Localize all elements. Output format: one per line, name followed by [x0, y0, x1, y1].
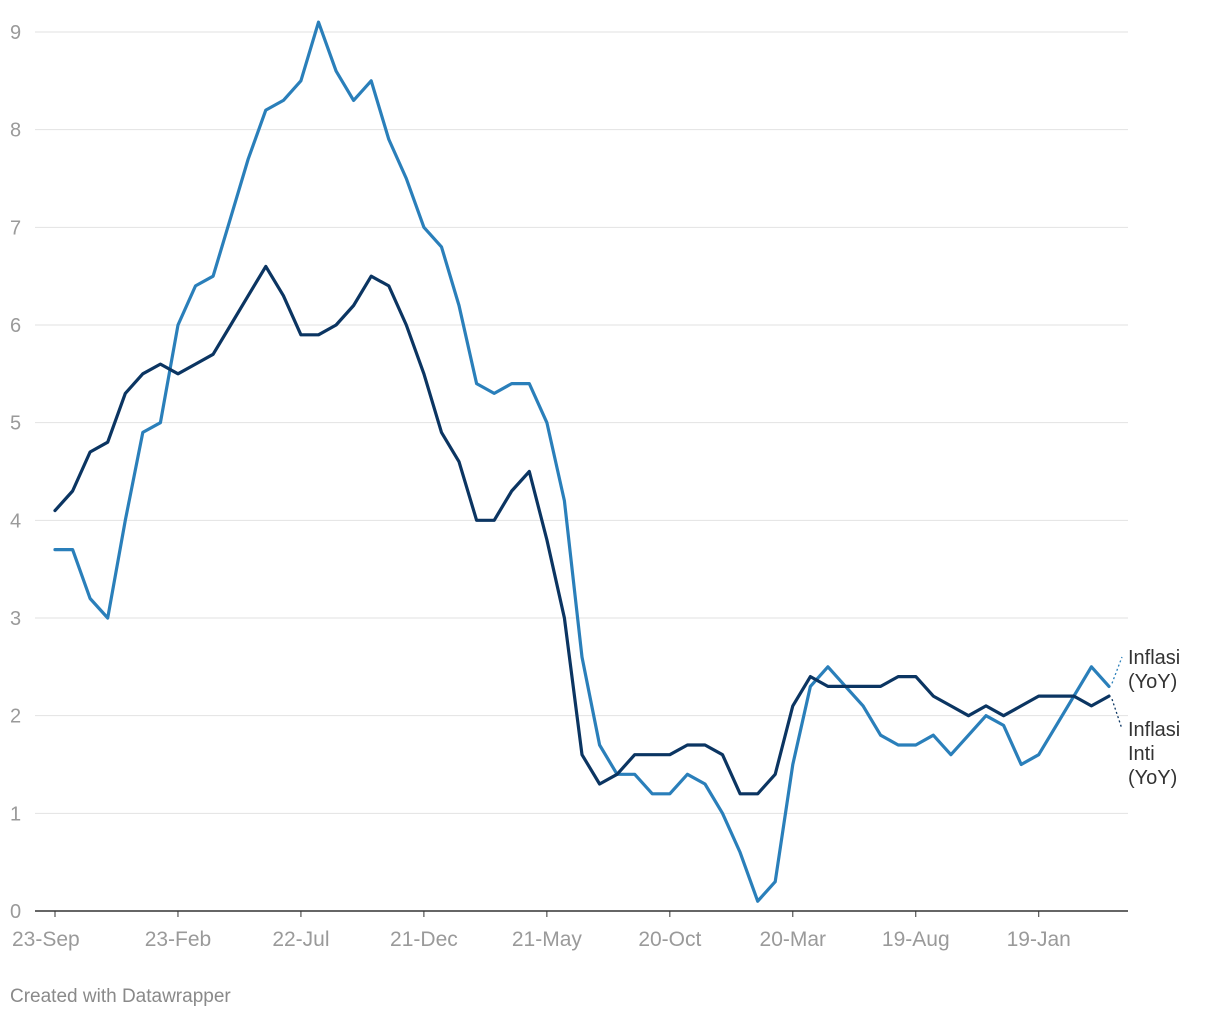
y-tick-label: 1 — [10, 803, 21, 825]
y-tick-label: 8 — [10, 120, 21, 142]
x-tick-label: 19-Aug — [882, 928, 950, 951]
y-tick-label: 5 — [10, 413, 21, 435]
y-axis-tick-labels: 0 1 2 3 4 5 6 7 8 9 — [10, 22, 21, 923]
x-tick-label: 22-Jul — [272, 928, 329, 951]
x-tick-label: 23-Feb — [145, 928, 212, 951]
series-lines — [53, 20, 1111, 903]
y-tick-label: 7 — [10, 217, 21, 239]
y-tick-label: 3 — [10, 608, 21, 630]
series-label: Inflasi (YoY) — [1128, 647, 1180, 693]
y-tick-label: 4 — [10, 510, 21, 532]
y-tick-label: 0 — [10, 901, 21, 923]
series-label: Inflasi Inti (YoY) — [1128, 719, 1180, 789]
series-line — [53, 264, 1111, 796]
y-tick-label: 9 — [10, 22, 21, 44]
gridlines — [35, 31, 1128, 912]
label-connector — [1111, 698, 1123, 730]
series-direct-labels: Inflasi (YoY) Inflasi Inti (YoY) — [1111, 647, 1180, 789]
x-tick-label: 21-May — [512, 928, 583, 951]
x-tick-label: 19-Jan — [1007, 928, 1071, 951]
x-tick-label: 20-Mar — [760, 928, 827, 951]
x-tick-label: 23-Sep — [12, 928, 80, 951]
label-connector — [1111, 656, 1123, 684]
y-tick-label: 2 — [10, 706, 21, 728]
x-axis-tick-labels: 23-Sep 23-Feb 22-Jul 21-Dec 21-May 20-Oct 20-M… — [12, 911, 1071, 951]
credit-text: Created with Datawrapper — [10, 986, 231, 1007]
x-tick-label: 21-Dec — [390, 928, 458, 951]
series-line — [53, 20, 1111, 903]
y-tick-label: 6 — [10, 315, 21, 337]
x-tick-label: 20-Oct — [638, 928, 701, 951]
